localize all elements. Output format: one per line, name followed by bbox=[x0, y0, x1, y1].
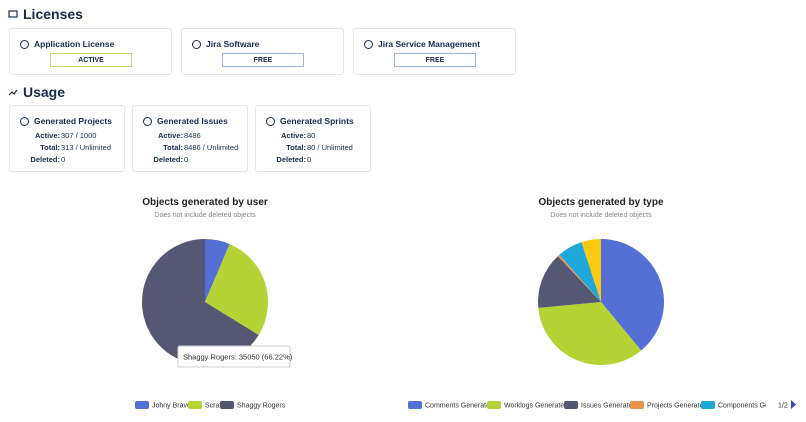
legend-swatch bbox=[701, 401, 715, 409]
pie-slice bbox=[141, 239, 259, 365]
pie-slice bbox=[557, 254, 601, 302]
chart-subtitle: Does not include deleted objects bbox=[550, 212, 652, 219]
legend-label: Issues Generated bbox=[581, 403, 636, 410]
icon bbox=[143, 116, 152, 126]
legend-swatch bbox=[564, 401, 578, 409]
usage-row: Total: 313 / Unlimited bbox=[10, 143, 126, 153]
legend-label: Shaggy Rogers bbox=[237, 403, 286, 410]
pie-slice bbox=[538, 302, 642, 365]
icon bbox=[20, 116, 29, 126]
legend-label: Worklogs Generated bbox=[504, 403, 568, 410]
icon bbox=[20, 39, 29, 49]
license-name: Application License bbox=[34, 39, 115, 49]
pie-slice bbox=[205, 244, 268, 336]
usage-card: Generated Issues Active: 8486 Total: 8486 / … bbox=[132, 105, 248, 172]
card-title: Generated Issues bbox=[143, 116, 228, 126]
license-status: ACTIVE bbox=[50, 53, 132, 67]
chart-title: Objects generated by type bbox=[538, 197, 663, 208]
legend-swatch bbox=[630, 401, 644, 409]
card-title: Generated Projects bbox=[20, 116, 112, 126]
row-value: 8486 bbox=[184, 131, 201, 140]
pie-slice bbox=[538, 256, 601, 308]
usage-row: Deleted: 0 bbox=[10, 155, 126, 165]
icon bbox=[192, 39, 201, 49]
usage-row: Deleted: 0 bbox=[133, 155, 249, 165]
legend-swatch bbox=[408, 401, 422, 409]
license-card: Jira Software FREE bbox=[181, 28, 344, 75]
row-value: 307 / 1000 bbox=[61, 131, 97, 140]
usage-card: Generated Sprints Active: 80 Total: 80 / Unl… bbox=[255, 105, 371, 172]
license-name: Jira Software bbox=[206, 39, 260, 49]
usage-heading: Usage bbox=[8, 84, 65, 100]
charts: Objects generated by user Does not includ… bbox=[135, 197, 806, 414]
card-title: Generated Sprints bbox=[266, 116, 354, 126]
legend-swatch bbox=[220, 401, 234, 409]
icon bbox=[364, 39, 373, 49]
tooltip-box bbox=[177, 345, 291, 368]
row-value: 0 bbox=[307, 155, 312, 164]
card-title: Jira Software bbox=[192, 39, 259, 49]
row-label: Active: bbox=[34, 131, 60, 140]
row-value: 0 bbox=[61, 155, 66, 164]
legend-fade bbox=[766, 396, 806, 414]
legend-swatch bbox=[135, 401, 149, 409]
row-label: Total: bbox=[163, 143, 183, 152]
usage-row: Active: 307 / 1000 bbox=[10, 131, 126, 141]
icon bbox=[266, 116, 275, 126]
pie-slice bbox=[205, 239, 230, 302]
license-card: Application License ACTIVE bbox=[9, 28, 172, 75]
legend-label: Projects Generated bbox=[647, 403, 707, 410]
pie-slice bbox=[559, 242, 601, 302]
row-label: Total: bbox=[286, 143, 306, 152]
tooltip-text: Shaggy Rogers: 35050 (66.22%) bbox=[183, 353, 293, 362]
icon bbox=[8, 10, 18, 18]
usage-row: Total: 80 / Unlimited bbox=[256, 143, 372, 153]
legend-label: Comments Generated bbox=[425, 403, 494, 410]
card-title: Application License bbox=[20, 39, 114, 49]
row-value: 8486 / Unlimited bbox=[184, 143, 239, 152]
heading-text: Licenses bbox=[23, 6, 83, 22]
row-label: Active: bbox=[157, 131, 183, 140]
usage-name: Generated Projects bbox=[34, 116, 112, 126]
usage-row: Deleted: 0 bbox=[256, 155, 372, 165]
legend-label: Scrat bbox=[205, 403, 221, 410]
chart-subtitle: Does not include deleted objects bbox=[154, 212, 256, 219]
row-label: Deleted: bbox=[153, 155, 183, 164]
usage-row: Total: 8486 / Unlimited bbox=[133, 143, 249, 153]
row-label: Deleted: bbox=[30, 155, 60, 164]
usage-name: Generated Sprints bbox=[280, 116, 354, 126]
license-status: FREE bbox=[222, 53, 304, 67]
row-label: Deleted: bbox=[276, 155, 306, 164]
row-value: 0 bbox=[184, 155, 189, 164]
row-value: 80 bbox=[307, 131, 316, 140]
usage-row: Active: 80 bbox=[256, 131, 372, 141]
row-label: Total: bbox=[40, 143, 60, 152]
row-value: 313 / Unlimited bbox=[61, 143, 112, 152]
legend-next[interactable] bbox=[791, 400, 796, 409]
legend-page: 1/2 bbox=[778, 403, 788, 410]
usage-card: Generated Projects Active: 307 / 1000 Total… bbox=[9, 105, 125, 172]
legend-swatch bbox=[487, 401, 501, 409]
legend-label: Johny Bravo bbox=[152, 403, 191, 410]
chart-title: Objects generated by user bbox=[142, 197, 268, 208]
license-card: Jira Service Management FREE bbox=[353, 28, 516, 75]
icon bbox=[8, 89, 18, 96]
row-label: Active: bbox=[280, 131, 306, 140]
pie-slice bbox=[601, 239, 665, 351]
row-value: 80 / Unlimited bbox=[307, 143, 353, 152]
legend-swatch bbox=[188, 401, 202, 409]
card-title: Jira Service Management bbox=[364, 39, 480, 49]
licenses-heading: Licenses bbox=[8, 6, 83, 22]
usage-name: Generated Issues bbox=[157, 116, 228, 126]
license-status: FREE bbox=[394, 53, 476, 67]
legend-label: Components Gen bbox=[718, 403, 773, 410]
usage-row: Active: 8486 bbox=[133, 131, 249, 141]
pie-slice bbox=[581, 239, 601, 302]
heading-text: Usage bbox=[23, 84, 66, 100]
license-name: Jira Service Management bbox=[378, 39, 481, 49]
